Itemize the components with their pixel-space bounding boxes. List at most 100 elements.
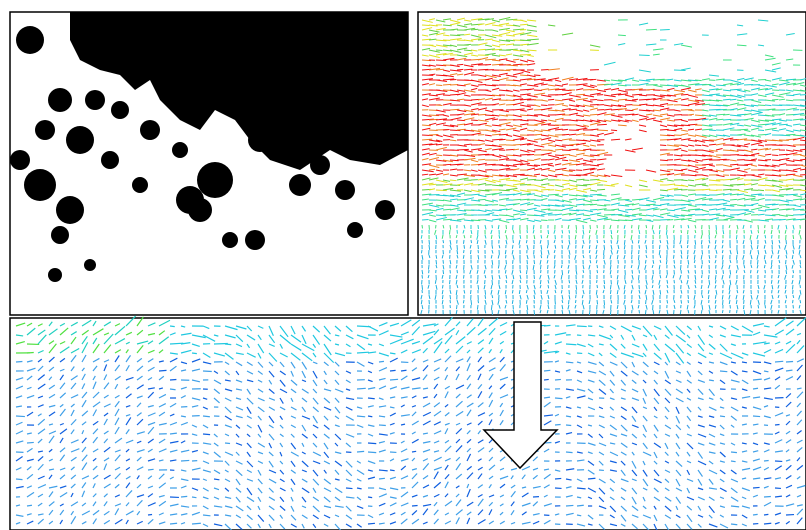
vector (499, 139, 506, 140)
vector (541, 255, 542, 258)
vector (722, 310, 723, 313)
vector (544, 325, 550, 326)
vector (368, 416, 372, 417)
vector (478, 300, 479, 303)
black-blob (197, 162, 233, 198)
vector (421, 300, 422, 304)
vector (534, 310, 535, 315)
vector (611, 214, 622, 215)
vector (715, 280, 716, 283)
vector (203, 515, 210, 516)
vector (555, 424, 561, 425)
vector (478, 49, 486, 50)
vector (464, 245, 465, 249)
black-blob (140, 120, 160, 140)
vector (548, 230, 549, 234)
vector (723, 119, 731, 120)
vector (555, 478, 561, 479)
vector (624, 245, 625, 249)
vector (758, 79, 766, 80)
vector (566, 505, 573, 506)
vector (590, 79, 596, 80)
black-blob (101, 151, 119, 169)
vector (401, 370, 406, 371)
vector (786, 295, 787, 298)
vector (604, 245, 605, 250)
vector (422, 225, 423, 228)
black-blob (48, 268, 62, 282)
vector (688, 180, 694, 181)
vector (534, 260, 535, 264)
vector (786, 215, 793, 216)
vector (27, 442, 34, 443)
vector (533, 225, 534, 229)
vector (736, 270, 737, 273)
vector (597, 240, 598, 243)
vector (660, 160, 668, 161)
vector (758, 305, 759, 308)
vector (519, 290, 520, 294)
vector (492, 215, 499, 216)
vector (660, 255, 661, 258)
vector (730, 199, 737, 200)
vector (772, 240, 773, 244)
vector (513, 199, 521, 200)
vector (744, 265, 745, 268)
vector (597, 124, 607, 125)
vector (499, 44, 506, 45)
vector (463, 255, 464, 259)
vector (695, 80, 702, 81)
vector (478, 84, 486, 85)
vector (562, 160, 568, 161)
vector (645, 310, 646, 314)
vector (548, 99, 554, 100)
vector (695, 209, 703, 210)
vector (638, 225, 639, 229)
vector (723, 105, 730, 106)
vector (646, 225, 647, 228)
vector (764, 523, 771, 524)
vector (368, 398, 375, 399)
vector (618, 35, 626, 36)
vector (800, 204, 806, 205)
vector (16, 361, 22, 362)
vector (478, 159, 485, 160)
vector (390, 370, 396, 371)
vector (566, 452, 573, 453)
vector (170, 389, 176, 390)
vector (540, 280, 541, 284)
black-blob (24, 169, 56, 201)
black-blob (84, 259, 96, 271)
vector (624, 235, 625, 238)
vector (541, 69, 549, 70)
vector (723, 114, 730, 115)
black-blob (48, 88, 72, 112)
vector (617, 255, 618, 259)
vector (597, 300, 598, 304)
vector (695, 275, 696, 280)
vector (368, 452, 376, 453)
vector (758, 190, 764, 191)
vector (800, 94, 806, 95)
vector (610, 285, 611, 289)
vector (181, 496, 187, 497)
vector (772, 214, 780, 215)
vector (588, 478, 595, 479)
black-blob (132, 177, 148, 193)
black-blob (56, 196, 84, 224)
vector (694, 255, 695, 260)
vector (16, 479, 23, 480)
vector (764, 265, 765, 268)
vector (450, 295, 451, 299)
figure (0, 0, 806, 530)
vector (667, 210, 675, 211)
vector (562, 134, 569, 135)
vector (742, 362, 747, 363)
vector (625, 305, 626, 310)
vector (720, 416, 725, 417)
vector (412, 505, 418, 506)
vector (548, 285, 549, 288)
vector (170, 523, 177, 524)
black-blob (16, 26, 44, 54)
vector (800, 260, 801, 264)
